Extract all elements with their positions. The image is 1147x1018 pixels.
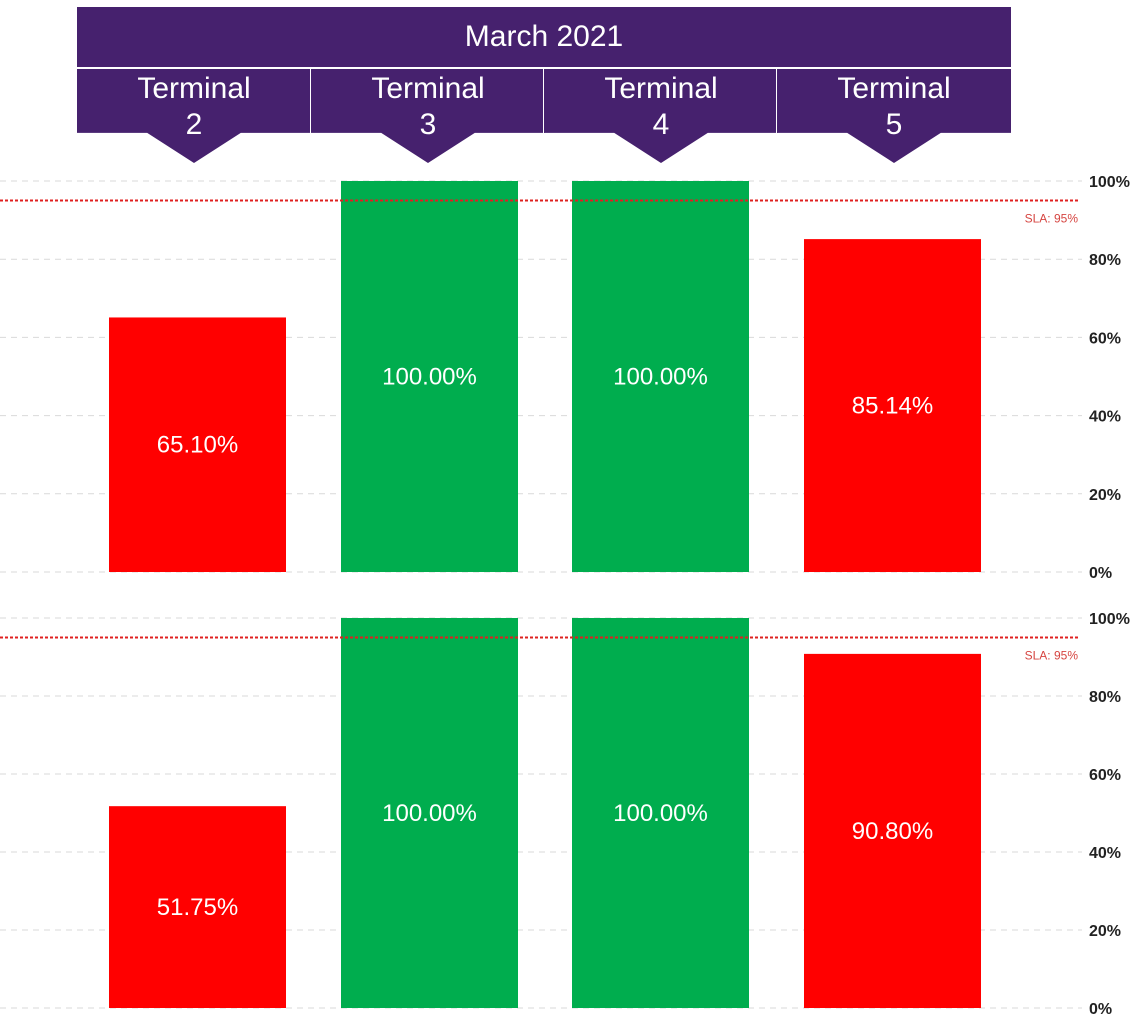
bar-value-label: 90.80% bbox=[852, 818, 933, 845]
terminal-header-1: Terminal 2 bbox=[77, 69, 311, 163]
y-tick-label: 60% bbox=[1089, 767, 1121, 784]
y-tick-label: 0% bbox=[1089, 1001, 1112, 1018]
y-tick-label: 40% bbox=[1089, 845, 1121, 862]
y-tick-label: 100% bbox=[1089, 611, 1130, 628]
y-tick-label: 0% bbox=[1089, 565, 1112, 582]
bar-3 bbox=[572, 618, 749, 1008]
terminal-header-label: Terminal bbox=[837, 72, 951, 105]
bar-value-label: 51.75% bbox=[157, 894, 238, 921]
bar-value-label: 100.00% bbox=[382, 364, 477, 391]
bar-2 bbox=[341, 618, 518, 1008]
bar-chart-top: 0% 20% 40% 60% 80% 100% 65.10% 100.00% 100.00% 85… bbox=[0, 174, 1130, 582]
terminal-header-number: 4 bbox=[652, 108, 670, 141]
terminal-header-number: 5 bbox=[885, 108, 903, 141]
bar-chart-bottom: 0% 20% 40% 60% 80% 100% 51.75% 100.00% 100.00% 90… bbox=[0, 611, 1130, 1018]
terminal-header-label: Terminal bbox=[604, 72, 718, 105]
bar-3 bbox=[572, 181, 749, 572]
header-divider bbox=[776, 69, 777, 133]
sla-label: SLA: 95% bbox=[1025, 649, 1079, 663]
bar-1 bbox=[109, 806, 286, 1008]
terminal-header-label: Terminal bbox=[137, 72, 251, 105]
terminal-header-3: Terminal 4 bbox=[544, 69, 778, 163]
bar-value-label: 100.00% bbox=[382, 800, 477, 827]
sla-label: SLA: 95% bbox=[1025, 212, 1079, 226]
y-tick-label: 20% bbox=[1089, 923, 1121, 940]
header: March 2021 Terminal 2 Terminal 3 Termina… bbox=[0, 0, 1147, 165]
bar-4 bbox=[804, 653, 981, 1008]
terminal-header-label: Terminal bbox=[371, 72, 485, 105]
bar-1 bbox=[109, 317, 286, 572]
terminal-header-number: 2 bbox=[185, 108, 203, 141]
terminal-headers: Terminal 2 Terminal 3 Terminal 4 Termina… bbox=[0, 0, 1147, 165]
bar-value-label: 85.14% bbox=[852, 393, 933, 420]
y-tick-label: 60% bbox=[1089, 330, 1121, 347]
terminal-header-4: Terminal 5 bbox=[777, 69, 1011, 163]
bar-value-label: 100.00% bbox=[613, 364, 708, 391]
bar-value-label: 65.10% bbox=[157, 432, 238, 459]
y-tick-label: 80% bbox=[1089, 689, 1121, 706]
month-header: March 2021 bbox=[77, 7, 1011, 67]
header-divider bbox=[543, 69, 544, 133]
header-divider bbox=[310, 69, 311, 133]
terminal-header-2: Terminal 3 bbox=[311, 69, 545, 163]
terminal-header-number: 3 bbox=[419, 108, 437, 141]
y-tick-label: 40% bbox=[1089, 409, 1121, 426]
bar-4 bbox=[804, 239, 981, 572]
bar-value-label: 100.00% bbox=[613, 800, 708, 827]
y-tick-label: 80% bbox=[1089, 252, 1121, 269]
y-tick-label: 100% bbox=[1089, 174, 1130, 191]
y-tick-label: 20% bbox=[1089, 487, 1121, 504]
bar-2 bbox=[341, 181, 518, 572]
